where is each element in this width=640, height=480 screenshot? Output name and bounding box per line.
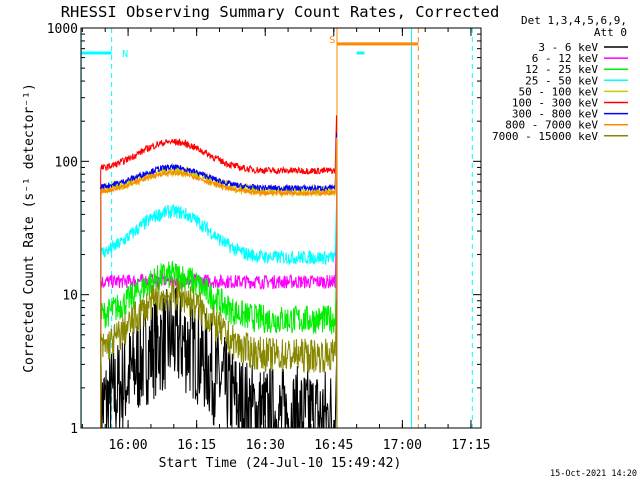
legend-label-2: 12 - 25 keV [525,63,598,76]
x-tick-label-3: 16:45 [314,438,353,453]
plot-frame [80,27,482,429]
y-axis-label: Corrected Count Rate (s⁻¹ detector⁻¹) [22,83,37,373]
legend-label-4: 50 - 100 keV [519,85,599,98]
series-line-8 [100,276,338,429]
x-tick-label-0: 16:00 [109,438,148,453]
plot-area: NS [80,28,473,430]
x-tick-label-4: 17:00 [383,438,422,453]
y-tick-label-2: 100 [55,155,78,170]
series-line-3 [100,202,338,429]
legend-header-0: Det 1,3,4,5,6,9, [521,14,627,27]
x-axis-label: Start Time (24-Jul-10 15:49:42) [159,456,402,471]
legend-label-3: 25 - 50 keV [525,74,598,87]
legend-header-1: Att 0 [594,26,627,39]
y-tick-label-0: 1 [70,422,78,437]
series-line-1 [100,226,338,429]
y-tick-label-1: 10 [62,289,78,304]
legend-label-5: 100 - 300 keV [512,97,598,110]
legend-label-8: 7000 - 15000 keV [492,130,598,143]
legend-label-1: 6 - 12 keV [532,52,599,65]
timestamp: 15-Oct-2021 14:20 [550,469,637,479]
chart-title: RHESSI Observing Summary Count Rates, Co… [61,3,500,21]
series-line-7 [100,137,338,429]
series-line-2 [100,260,338,429]
flag-label-1: S [329,35,335,46]
legend-label-0: 3 - 6 keV [538,41,598,54]
series-line-5 [100,115,338,429]
x-tick-label-5: 17:15 [451,438,490,453]
flag-label-0: N [122,49,128,60]
axes: 16:00 16:15 16:30 16:45 17:00 17:15 1 10 100 1000 [47,22,491,453]
legend-label-6: 300 - 800 keV [512,108,598,121]
series-line-6 [100,132,338,429]
y-tick-label-3: 1000 [47,22,78,37]
x-tick-label-2: 16:30 [246,438,285,453]
x-tick-label-1: 16:15 [177,438,216,453]
legend-label-7: 800 - 7000 keV [505,119,598,132]
